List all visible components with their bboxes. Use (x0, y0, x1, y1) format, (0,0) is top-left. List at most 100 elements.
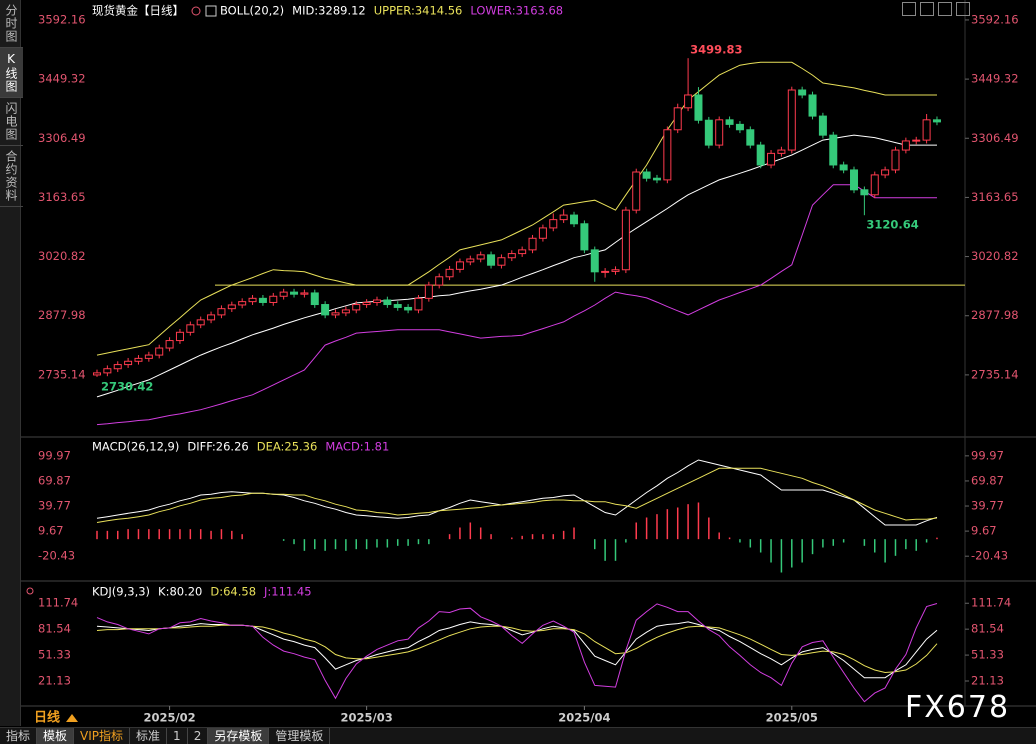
candle-body (580, 223, 589, 251)
y-tick-label: 2877.98 (971, 308, 1019, 322)
tab[interactable]: 指标 (0, 728, 38, 744)
tab[interactable]: 2 (188, 728, 209, 744)
candle-body (113, 364, 122, 370)
annotation: 2730.42 (101, 379, 153, 393)
y-tick-label: 3163.65 (38, 190, 86, 204)
candle-body (269, 295, 278, 303)
candle-body (704, 119, 713, 146)
icon (26, 587, 34, 595)
y-tick-label: 81.54 (971, 622, 1004, 636)
y-tick-label: 21.13 (971, 674, 1004, 688)
y-tick-label: 9.67 (38, 524, 64, 538)
sidebar-tab[interactable]: K线图 (0, 48, 23, 98)
y-tick-label: 3306.49 (971, 131, 1019, 145)
x-tick-label: 2025/03 (341, 711, 393, 725)
chart-title: 现货黄金【日线】 (92, 4, 184, 18)
indicator-line (96, 603, 938, 703)
candle-body (611, 269, 620, 272)
candle-body (881, 169, 890, 176)
candle-body (932, 119, 941, 123)
y-tick-label: 3306.49 (38, 131, 86, 145)
tab[interactable]: 1 (167, 728, 188, 744)
legend-entry: LOWER:3163.68 (470, 4, 563, 18)
y-tick-label: 9.67 (971, 524, 997, 538)
tab[interactable]: 另存模板 (208, 728, 270, 744)
indicator-line (96, 134, 937, 398)
candle-body (839, 164, 848, 171)
candle-body (497, 257, 506, 266)
candle-body (258, 297, 267, 303)
y-tick-label: -20.43 (971, 549, 1008, 563)
icon[interactable] (920, 2, 934, 16)
tab[interactable]: VIP指标 (74, 728, 131, 744)
candle-body (207, 314, 216, 321)
candle-body (103, 368, 112, 374)
chart-title: MACD(26,12,9) (92, 440, 179, 454)
sidebar-tab[interactable]: 闪电图 (0, 98, 23, 146)
y-tick-label: 81.54 (38, 622, 71, 636)
y-tick-label: -20.43 (38, 549, 75, 563)
candle-body (777, 149, 786, 154)
candle-body (715, 119, 724, 146)
candle-body (124, 360, 133, 366)
candle-body (445, 268, 454, 278)
indicator-line (96, 184, 937, 426)
y-tick-label: 3592.16 (38, 12, 86, 26)
sidebar: 分时图 K线图 闪电图 合约资料 (0, 0, 23, 726)
candle-body (901, 140, 910, 151)
icon[interactable] (902, 2, 916, 16)
legend-entry: DIFF:26.26 (187, 440, 248, 454)
x-tick-label: 2025/02 (143, 711, 195, 725)
tab[interactable]: 标准 (130, 728, 168, 744)
y-tick-label: 2735.14 (38, 367, 86, 381)
candle-body (165, 340, 174, 349)
legend-entry: DEA:25.36 (257, 440, 318, 454)
legend-entry: MACD:1.81 (325, 440, 389, 454)
candle-body (642, 171, 651, 179)
candle-body (248, 297, 257, 303)
indicator-line (96, 467, 938, 523)
candle-body (455, 261, 464, 270)
candle-body (652, 177, 661, 181)
candle-body (279, 291, 288, 297)
candle-body (632, 171, 641, 211)
icon[interactable] (938, 2, 952, 16)
sidebar-tab[interactable]: 分时图 (0, 0, 23, 48)
candle-body (383, 299, 392, 306)
candle-body (528, 237, 537, 251)
legend-entry: J:111.45 (263, 585, 312, 599)
y-tick-label: 69.87 (971, 473, 1004, 487)
candle-body (694, 94, 703, 121)
sidebar-tab[interactable]: 合约资料 (0, 146, 23, 207)
window-controls[interactable] (902, 2, 970, 16)
y-tick-label: 51.33 (38, 648, 71, 662)
candle-body (767, 152, 776, 166)
candle-body (829, 134, 838, 166)
legend-entry: D:64.58 (210, 585, 256, 599)
y-tick-label: 21.13 (38, 674, 71, 688)
candle-body (538, 227, 547, 239)
indicator-line (96, 459, 938, 526)
candle-body (870, 174, 879, 196)
candle-body (756, 144, 765, 166)
y-tick-label: 111.74 (38, 596, 78, 610)
y-tick-label: 3163.65 (971, 190, 1019, 204)
candle-body (134, 357, 143, 362)
y-tick-label: 3449.32 (971, 72, 1019, 86)
candle-body (912, 139, 921, 142)
candle-body (507, 253, 516, 259)
candle-body (196, 319, 205, 326)
y-tick-label: 2735.14 (971, 367, 1019, 381)
y-tick-label: 99.97 (38, 448, 71, 462)
candle-body (93, 372, 101, 376)
candle-body (663, 129, 672, 181)
tab[interactable]: 模板 (37, 728, 75, 744)
tab[interactable]: 管理模板 (269, 728, 331, 744)
candle-body (549, 219, 558, 229)
candle-body (424, 284, 433, 299)
candle-body (155, 347, 164, 356)
chart-title: KDJ(9,3,3) (92, 585, 150, 599)
icon[interactable] (956, 2, 970, 16)
candle-body (601, 270, 610, 273)
